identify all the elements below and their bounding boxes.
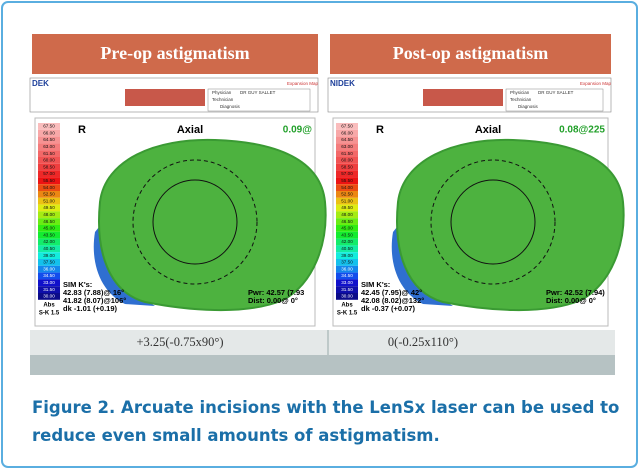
- topography-map: [94, 140, 326, 310]
- scale-label: 40.50: [43, 246, 55, 251]
- scale-label: 54.00: [43, 185, 55, 190]
- scale-label: 48.00: [341, 212, 353, 217]
- topography-map: [392, 140, 624, 310]
- form-field: [125, 89, 205, 106]
- corner: 0.08@225: [559, 125, 605, 136]
- scale-unit: Abs: [43, 302, 55, 308]
- sim-k: dk -1.01 (+0.19): [63, 304, 117, 313]
- scale-label: 46.50: [43, 219, 55, 224]
- scale-label: 55.50: [341, 178, 353, 183]
- scale-unit: S-K 1.5: [337, 310, 358, 316]
- scale-label: 43.50: [43, 232, 55, 237]
- scale-unit: Abs: [341, 302, 353, 308]
- scale-label: 37.50: [43, 260, 55, 265]
- scale-label: 31.50: [43, 287, 55, 292]
- caption: Figure 2. Arcuate incisions with the Len…: [32, 394, 627, 450]
- physician-label: Physician: [510, 90, 530, 95]
- scale-label: 57.00: [43, 171, 55, 176]
- scale-label: 30.00: [43, 294, 55, 299]
- scale-label: 64.50: [341, 137, 353, 142]
- scale-label: 33.00: [43, 280, 55, 285]
- scale-label: 51.00: [43, 198, 55, 203]
- scale-label: 57.00: [341, 171, 353, 176]
- scale-label: 34.50: [341, 273, 353, 278]
- scale-label: 45.00: [43, 226, 55, 231]
- physician: DR GUY SALLET: [538, 90, 574, 95]
- formula: +3.25(-0.75x90°): [136, 335, 223, 349]
- scale-label: 66.00: [341, 130, 353, 135]
- scale-label: 39.00: [341, 253, 353, 258]
- header-title: Post-op astigmatism: [393, 43, 549, 63]
- scale-label: 34.50: [43, 273, 55, 278]
- scale-label: 48.00: [43, 212, 55, 217]
- technician: Technician: [212, 97, 234, 102]
- scale-label: 36.00: [43, 266, 55, 271]
- scale-label: 46.50: [341, 219, 353, 224]
- scale-label: 60.00: [341, 158, 353, 163]
- scale-label: 42.00: [341, 239, 353, 244]
- scale-label: 61.50: [341, 151, 353, 156]
- dist: Dist: 0.00@ 0°: [546, 296, 596, 305]
- header-title: Pre-op astigmatism: [100, 43, 249, 63]
- physician: DR GUY SALLET: [240, 90, 276, 95]
- brand: DEK: [32, 79, 49, 88]
- page: Pre-op astigmatism DEK Expansion Map Physic…: [0, 0, 639, 469]
- scale-label: 42.00: [43, 239, 55, 244]
- scale-label: 54.00: [341, 185, 353, 190]
- scale-label: 61.50: [43, 151, 55, 156]
- scale-label: 49.50: [43, 205, 55, 210]
- eye: R: [376, 124, 384, 136]
- scale-label: 36.00: [341, 266, 353, 271]
- formula: 0(-0.25x110°): [388, 335, 458, 349]
- map-type: Expansion Map: [580, 81, 612, 86]
- scale-label: 63.00: [341, 144, 353, 149]
- diagnosis: Diagnosis: [518, 104, 539, 109]
- physician-label: Physician: [212, 90, 232, 95]
- scale-label: 67.50: [43, 124, 55, 129]
- scale-label: 58.50: [43, 164, 55, 169]
- scale-label: 55.50: [43, 178, 55, 183]
- scale-label: 31.50: [341, 287, 353, 292]
- scale-label: 52.50: [341, 192, 353, 197]
- corner: 0.09@: [283, 125, 312, 136]
- sim-k: dk -0.37 (+0.07): [361, 304, 415, 313]
- formula-band: [30, 330, 615, 355]
- band-foot: [30, 355, 615, 375]
- scale-label: 66.00: [43, 130, 55, 135]
- form-field: [423, 89, 503, 106]
- map-title: Axial: [475, 124, 501, 136]
- scale-label: 39.00: [43, 253, 55, 258]
- technician: Technician: [510, 97, 532, 102]
- map-title: Axial: [177, 124, 203, 136]
- scale-label: 33.00: [341, 280, 353, 285]
- scale-unit: S-K 1.5: [39, 310, 60, 316]
- eye: R: [78, 124, 86, 136]
- scale-label: 51.00: [341, 198, 353, 203]
- scale-label: 43.50: [341, 232, 353, 237]
- scale-label: 40.50: [341, 246, 353, 251]
- diagnosis: Diagnosis: [220, 104, 241, 109]
- brand: NIDEK: [330, 79, 355, 88]
- scale-label: 49.50: [341, 205, 353, 210]
- scale-label: 67.50: [341, 124, 353, 129]
- scale-label: 45.00: [341, 226, 353, 231]
- dist: Dist: 0.00@ 0°: [248, 296, 298, 305]
- scale-label: 60.00: [43, 158, 55, 163]
- scale-label: 37.50: [341, 260, 353, 265]
- scale-label: 30.00: [341, 294, 353, 299]
- map-type: Expansion Map: [287, 81, 319, 86]
- scale-label: 52.50: [43, 192, 55, 197]
- scale-label: 58.50: [341, 164, 353, 169]
- scale-label: 63.00: [43, 144, 55, 149]
- scale-label: 64.50: [43, 137, 55, 142]
